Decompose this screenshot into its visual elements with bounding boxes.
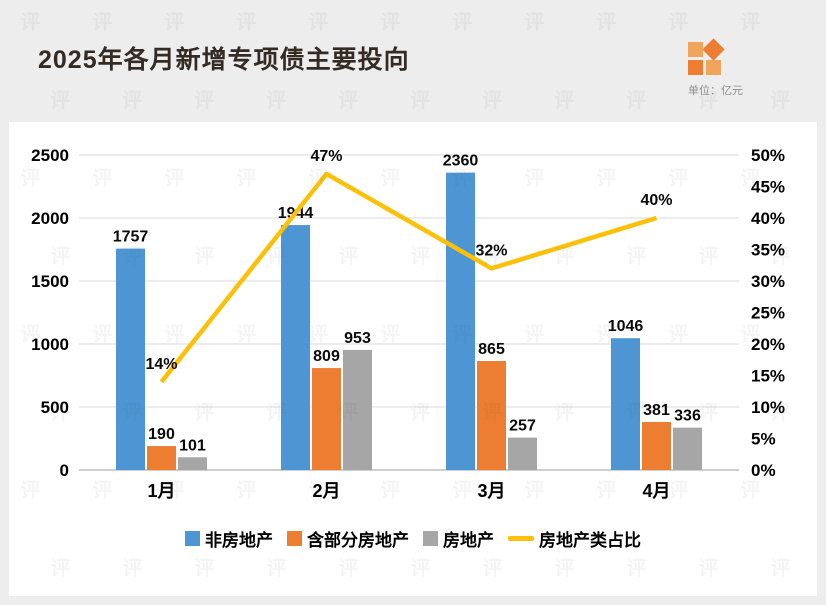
- category-label: 3月: [477, 481, 505, 501]
- brand: 单位：亿元: [688, 38, 743, 98]
- unit-label: 单位：亿元: [688, 85, 743, 97]
- line-value-label: 14%: [145, 356, 177, 373]
- right-axis-tick: 10%: [751, 398, 785, 417]
- right-axis-tick: 20%: [751, 335, 785, 354]
- category-label: 4月: [642, 481, 670, 501]
- percentage-line: [159, 171, 658, 384]
- logo-square-icon: [688, 60, 703, 75]
- line-value-label: 40%: [640, 192, 672, 209]
- category-label: 2月: [312, 481, 340, 501]
- bar-1: [642, 421, 671, 470]
- left-axis-tick: 2500: [31, 146, 69, 165]
- legend-item: 非房地产: [185, 526, 273, 551]
- bar-2: [343, 349, 372, 470]
- bar-value-label: 336: [674, 408, 701, 425]
- page-title: 2025年各月新增专项债主要投向: [38, 46, 410, 74]
- legend-swatch-icon: [287, 531, 302, 546]
- right-axis-tick: 0%: [751, 461, 776, 480]
- right-axis-tick: 45%: [751, 178, 785, 197]
- bar-value-label: 809: [313, 348, 340, 365]
- left-axis-tick: 1500: [31, 272, 69, 291]
- line-value-label: 32%: [475, 242, 507, 259]
- bar-0: [116, 248, 145, 470]
- legend-swatch-icon: [423, 531, 438, 546]
- legend-label: 含部分房地产: [307, 531, 409, 550]
- chart-legend: 非房地产 含部分房地产 房地产 房地产类占比: [9, 526, 817, 551]
- bar-0: [611, 338, 640, 470]
- line-value-label: 47%: [310, 148, 342, 165]
- logo-square-icon: [706, 60, 721, 75]
- right-axis-tick: 5%: [751, 430, 776, 449]
- legend-label: 房地产类占比: [539, 531, 641, 550]
- right-axis-tick: 40%: [751, 209, 785, 228]
- legend-item: 房地产类占比: [508, 526, 641, 551]
- bar-0: [446, 172, 475, 470]
- bar-value-label: 101: [179, 437, 206, 454]
- right-axis-tick: 15%: [751, 367, 785, 386]
- legend-label: 非房地产: [205, 531, 273, 550]
- logo-square-icon: [688, 42, 703, 57]
- bar-2: [508, 437, 537, 470]
- legend-item: 含部分房地产: [287, 526, 409, 551]
- bar-1: [477, 361, 506, 470]
- left-axis-tick: 0: [60, 461, 69, 480]
- bar-value-label: 381: [643, 402, 670, 419]
- bar-value-label: 257: [509, 418, 536, 435]
- legend-label: 房地产: [443, 531, 494, 550]
- bar-2: [673, 427, 702, 470]
- right-axis-tick: 35%: [751, 241, 785, 260]
- bar-1: [147, 446, 176, 470]
- legend-swatch-icon: [185, 531, 200, 546]
- header: 2025年各月新增专项债主要投向 单位：亿元: [0, 0, 826, 122]
- logo-diamond-icon: [702, 38, 725, 61]
- bar-2: [178, 457, 207, 470]
- bar-value-label: 1757: [113, 229, 149, 246]
- legend-line-icon: [508, 536, 534, 541]
- left-axis-tick: 2000: [31, 209, 69, 228]
- logo-icon: [688, 38, 725, 76]
- bar-value-label: 865: [478, 341, 505, 358]
- right-axis-tick: 50%: [751, 146, 785, 165]
- legend-item: 房地产: [423, 526, 494, 551]
- bar-1: [312, 368, 341, 470]
- left-axis-tick: 1000: [31, 335, 69, 354]
- bar-value-label: 2360: [443, 153, 479, 170]
- category-label: 1月: [147, 481, 175, 501]
- bar-value-label: 1046: [608, 318, 644, 335]
- bar-value-label: 190: [148, 426, 175, 443]
- combo-chart: 0 500 1000 1500 2000 2500 0% 5% 10% 15% 20% 25% 30% 3…: [31, 146, 785, 501]
- bar-value-label: 953: [344, 330, 371, 347]
- chart-panel: 0 500 1000 1500 2000 2500 0% 5% 10% 15% 20% 25% 30% 3…: [9, 122, 817, 596]
- left-axis-tick: 500: [41, 398, 69, 417]
- right-axis-tick: 25%: [751, 304, 785, 323]
- bar-0: [281, 225, 310, 470]
- right-axis-tick: 30%: [751, 272, 785, 291]
